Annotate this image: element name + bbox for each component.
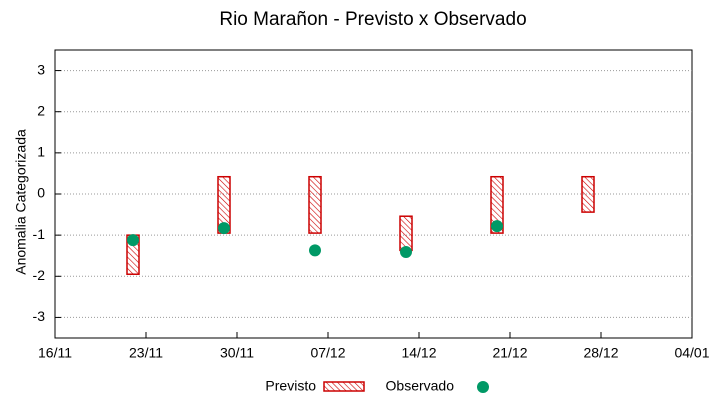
- x-tick-label: 21/12: [492, 345, 527, 361]
- chart-title: Rio Marañon - Previsto x Observado: [219, 9, 526, 30]
- y-tick-label: 1: [37, 144, 45, 160]
- legend-label: Observado: [386, 378, 455, 394]
- x-tick-label: 30/11: [220, 345, 254, 361]
- observed-point: [491, 220, 503, 233]
- forecast-range: [490, 175, 504, 234]
- observed-point: [400, 246, 412, 259]
- observed-point: [218, 222, 230, 235]
- y-tick-label: -3: [33, 308, 46, 324]
- x-tick-label: 23/11: [129, 345, 163, 361]
- y-tick-label: 2: [37, 102, 45, 118]
- observed-point: [309, 244, 321, 257]
- legend-label: Previsto: [265, 378, 316, 394]
- y-axis-label: Anomalia Categorizada: [13, 129, 29, 275]
- x-tick-label: 07/12: [310, 345, 345, 361]
- y-tick-label: 0: [37, 185, 45, 201]
- legend-swatch: [477, 381, 489, 393]
- forecast-range: [308, 175, 322, 234]
- legend-swatch: [323, 381, 365, 392]
- y-tick-label: -1: [33, 226, 46, 242]
- y-tick-label: -2: [33, 267, 46, 283]
- observed-point: [127, 234, 139, 247]
- forecast-range: [581, 175, 595, 213]
- x-tick-label: 28/12: [583, 345, 618, 361]
- x-tick-label: 16/11: [38, 345, 72, 361]
- x-tick-label: 14/12: [401, 345, 436, 361]
- forecast-range: [399, 215, 413, 252]
- y-tick-label: 3: [37, 61, 45, 77]
- x-tick-label: 04/01: [674, 345, 709, 361]
